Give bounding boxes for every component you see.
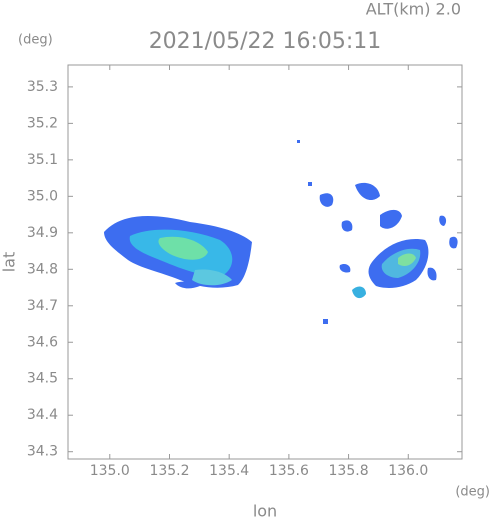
x-tick-label: 135.6: [269, 463, 309, 479]
x-tick-label: 135.4: [209, 463, 249, 479]
y-tick-label: 34.5: [27, 371, 58, 387]
y-tick-label: 34.3: [27, 444, 58, 460]
plot-frame: [67, 64, 463, 460]
x-tick-label: 135.0: [90, 463, 130, 479]
y-unit: (deg): [18, 33, 53, 48]
radar-echoes: [104, 140, 458, 324]
x-unit: (deg): [455, 485, 490, 500]
y-tick-label: 34.6: [27, 334, 58, 350]
x-axis-label: lon: [253, 502, 277, 521]
y-tick-label: 34.7: [27, 298, 58, 314]
y-tick-label: 34.9: [27, 225, 58, 241]
x-tick-label: 136.0: [388, 463, 428, 479]
y-tick-label: 35.2: [27, 115, 58, 131]
y-tick-label: 34.4: [27, 407, 58, 423]
y-tick-label: 35.3: [27, 79, 58, 95]
altitude: ALT(km) 2.0: [366, 0, 461, 19]
y-tick-label: 34.8: [27, 261, 58, 277]
y-tick-label: 35.0: [27, 188, 58, 204]
x-tick-label: 135.8: [329, 463, 369, 479]
y-tick-label: 35.1: [27, 152, 58, 168]
chart-title: 2021/05/22 16:05:11: [149, 29, 382, 54]
x-tick-label: 135.2: [149, 463, 189, 479]
y-axis-label: lat: [0, 252, 19, 273]
